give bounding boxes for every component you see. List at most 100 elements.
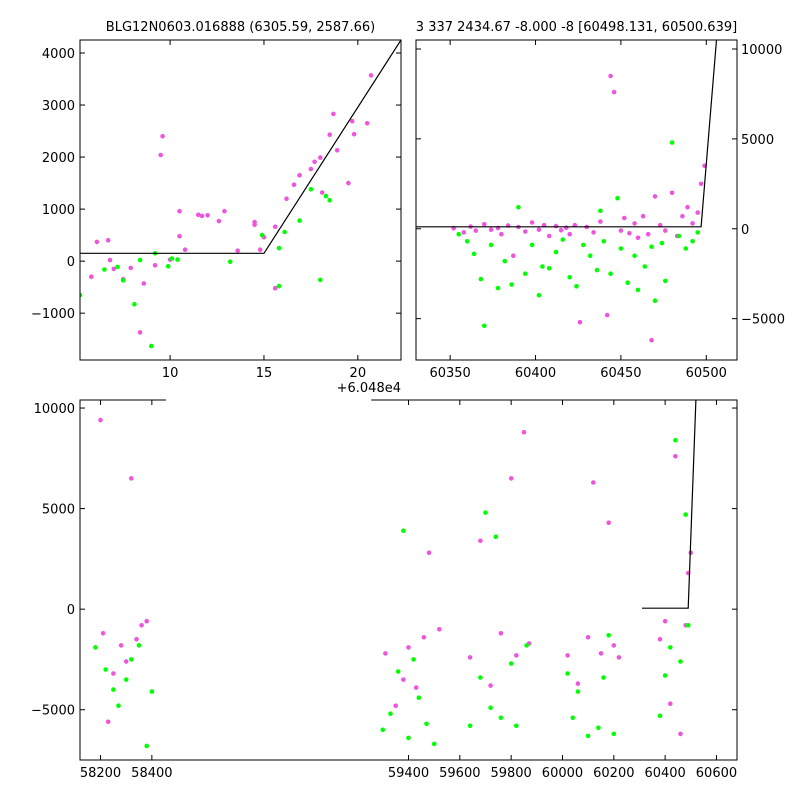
data-point xyxy=(431,741,437,747)
data-point xyxy=(471,251,477,257)
data-point xyxy=(276,283,282,289)
data-point xyxy=(139,623,144,628)
data-point xyxy=(553,223,559,229)
data-point xyxy=(611,643,617,648)
data-point xyxy=(456,231,462,237)
data-point xyxy=(323,193,329,199)
data-point xyxy=(662,673,668,678)
data-point xyxy=(312,159,317,165)
data-point xyxy=(115,264,120,270)
data-point xyxy=(598,208,603,214)
data-point xyxy=(585,733,591,739)
data-point xyxy=(136,643,142,648)
data-point xyxy=(668,645,673,650)
x-tick-label: 60600 xyxy=(696,766,737,781)
data-point xyxy=(308,166,314,172)
data-point xyxy=(137,330,143,335)
data-point xyxy=(276,245,282,251)
data-point xyxy=(252,219,257,225)
chart-title: 3 337 2434.67 -8.000 -8 [60498.131, 6050… xyxy=(416,20,737,35)
data-point xyxy=(144,743,149,749)
data-point xyxy=(235,248,240,253)
chart-title: BLG12N0603.016888 (6305.59, 2587.66) xyxy=(106,20,375,35)
data-point xyxy=(421,635,427,640)
data-point xyxy=(657,713,663,719)
data-point xyxy=(536,293,542,298)
data-point xyxy=(488,227,494,232)
data-point xyxy=(632,253,637,258)
data-point xyxy=(669,140,675,145)
data-point xyxy=(482,222,487,227)
data-point xyxy=(483,510,488,515)
x-tick-label: 60000 xyxy=(542,766,583,781)
chart-panel-2: 60350 60400 60450 60500 −5000 0 5000 10000 3 337… xyxy=(415,20,785,381)
data-point xyxy=(598,651,604,656)
data-point xyxy=(319,190,325,195)
data-point xyxy=(514,653,519,658)
data-point xyxy=(683,246,689,251)
data-point xyxy=(511,253,516,258)
data-point xyxy=(308,187,314,192)
data-point xyxy=(618,246,624,251)
data-point xyxy=(690,221,695,226)
data-point xyxy=(685,204,690,210)
data-point xyxy=(645,231,651,237)
data-point xyxy=(116,703,121,708)
data-point xyxy=(291,182,297,187)
x-tick-label: 59800 xyxy=(490,766,531,781)
data-point xyxy=(383,651,388,656)
data-point xyxy=(272,224,278,230)
data-point xyxy=(564,225,569,230)
data-point xyxy=(467,655,473,660)
y-tick-label: 3000 xyxy=(42,99,75,114)
data-point xyxy=(649,244,654,249)
y-tick-label: 5000 xyxy=(42,503,75,518)
data-point xyxy=(553,249,559,255)
data-point xyxy=(364,121,370,126)
data-point xyxy=(499,231,504,237)
data-point xyxy=(318,277,323,283)
data-point xyxy=(89,274,94,280)
y-tick-label: 4000 xyxy=(42,47,75,62)
axes-frame xyxy=(415,39,738,361)
data-point xyxy=(100,631,106,636)
data-point xyxy=(416,695,422,700)
data-point xyxy=(640,213,646,219)
data-point xyxy=(129,476,134,481)
data-point xyxy=(558,227,564,233)
model-line xyxy=(642,400,697,609)
data-point xyxy=(327,198,333,203)
data-point xyxy=(111,266,117,272)
data-point xyxy=(461,230,467,235)
data-point xyxy=(98,417,103,423)
data-point xyxy=(632,221,637,226)
data-point xyxy=(635,287,641,293)
data-point xyxy=(565,671,570,676)
data-point xyxy=(601,675,606,680)
data-point xyxy=(615,195,620,201)
data-point xyxy=(216,218,222,224)
series-2 xyxy=(80,187,333,349)
data-point xyxy=(149,689,155,694)
data-point xyxy=(467,723,473,729)
data-point xyxy=(611,731,617,737)
data-point xyxy=(587,253,593,258)
axes-frame xyxy=(79,399,738,761)
data-point xyxy=(473,228,479,233)
data-point xyxy=(411,657,416,662)
data-point xyxy=(546,233,552,239)
data-point xyxy=(591,480,596,485)
data-point xyxy=(493,534,499,540)
y-tick-label: 5000 xyxy=(741,133,774,148)
data-point xyxy=(297,218,302,223)
data-point xyxy=(601,239,607,244)
axis-break xyxy=(165,398,372,402)
data-point xyxy=(406,735,411,741)
x-tick-label: 59400 xyxy=(388,766,429,781)
x-tick-label: 60500 xyxy=(686,366,727,381)
x-tick-label: 60200 xyxy=(593,766,634,781)
x-tick-label: 10 xyxy=(162,366,179,381)
x-tick-label: 20 xyxy=(350,366,367,381)
data-point xyxy=(514,723,519,729)
data-point xyxy=(695,230,700,235)
